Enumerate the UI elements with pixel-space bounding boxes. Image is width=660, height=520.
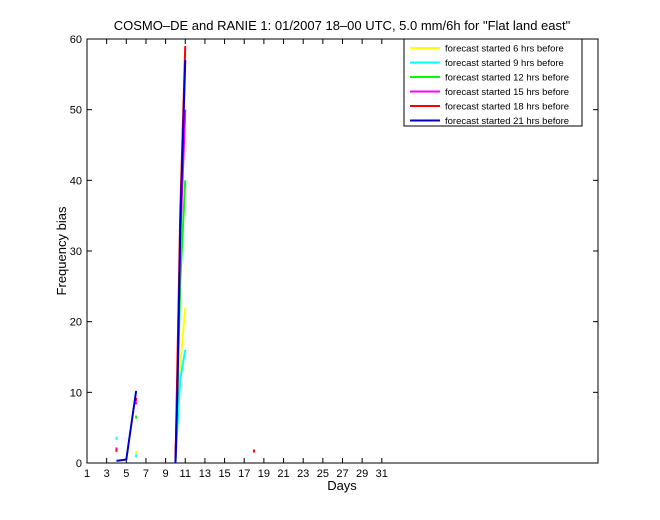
x-tick-label: 3: [104, 468, 110, 480]
legend-items: forecast started 6 hrs before forecast st…: [410, 44, 569, 127]
x-axis-label: Days: [327, 478, 357, 493]
x-tick-label: 17: [238, 468, 250, 480]
x-tick-label: 27: [336, 468, 348, 480]
x-tick-label: 23: [297, 468, 309, 480]
legend-label: forecast started 15 hrs before: [445, 87, 569, 98]
y-tick-label: 10: [70, 387, 82, 399]
legend-label: forecast started 9 hrs before: [445, 58, 564, 69]
legend: forecast started 6 hrs before forecast st…: [403, 38, 583, 127]
x-tick-label: 25: [317, 468, 329, 480]
legend-box: [403, 38, 583, 127]
x-tick-label: 1: [84, 468, 90, 480]
series-layer: [115, 46, 256, 464]
legend-item: forecast started 18 hrs before: [410, 102, 569, 113]
legend-label: forecast started 12 hrs before: [445, 73, 569, 84]
x-tick-label: 7: [143, 468, 149, 480]
y-tick-label: 0: [76, 458, 82, 470]
x-tick-label: 15: [218, 468, 230, 480]
y-tick-label: 20: [70, 317, 82, 329]
x-tick-label: 5: [123, 468, 129, 480]
legend-label: forecast started 21 hrs before: [445, 116, 569, 127]
legend-item: forecast started 12 hrs before: [410, 73, 569, 84]
x-tick-label: 19: [258, 468, 270, 480]
y-tick-label: 40: [70, 175, 82, 187]
legend-item: forecast started 21 hrs before: [410, 116, 569, 127]
x-tick-label: 9: [163, 468, 169, 480]
y-axis-label: Frequency bias: [54, 206, 69, 295]
chart-title: COSMO–DE and RANIE 1: 01/2007 18–00 UTC,…: [114, 18, 571, 33]
x-tick-label: 11: [180, 468, 191, 480]
series-6: [116, 60, 187, 464]
series-line: [116, 390, 138, 462]
legend-item: forecast started 6 hrs before: [410, 44, 564, 55]
legend-label: forecast started 6 hrs before: [445, 44, 564, 55]
legend-item: forecast started 9 hrs before: [410, 58, 564, 69]
x-tick-label: 21: [277, 468, 289, 480]
y-tick-label: 60: [70, 34, 82, 46]
y-tick-label: 50: [70, 105, 82, 117]
legend-item: forecast started 15 hrs before: [410, 87, 569, 98]
y-axis-ticks: 0 10 20 30 40 50 60: [70, 34, 598, 470]
legend-label: forecast started 18 hrs before: [445, 102, 569, 113]
y-tick-label: 30: [70, 246, 82, 258]
x-tick-label: 31: [376, 468, 388, 480]
x-tick-label: 29: [356, 468, 368, 480]
x-axis-ticks: 1 3 5 7 9 11 13 15 17 19 21 23 25 27 29 31: [84, 39, 388, 480]
x-tick-label: 13: [199, 468, 211, 480]
series-line: [174, 60, 187, 464]
